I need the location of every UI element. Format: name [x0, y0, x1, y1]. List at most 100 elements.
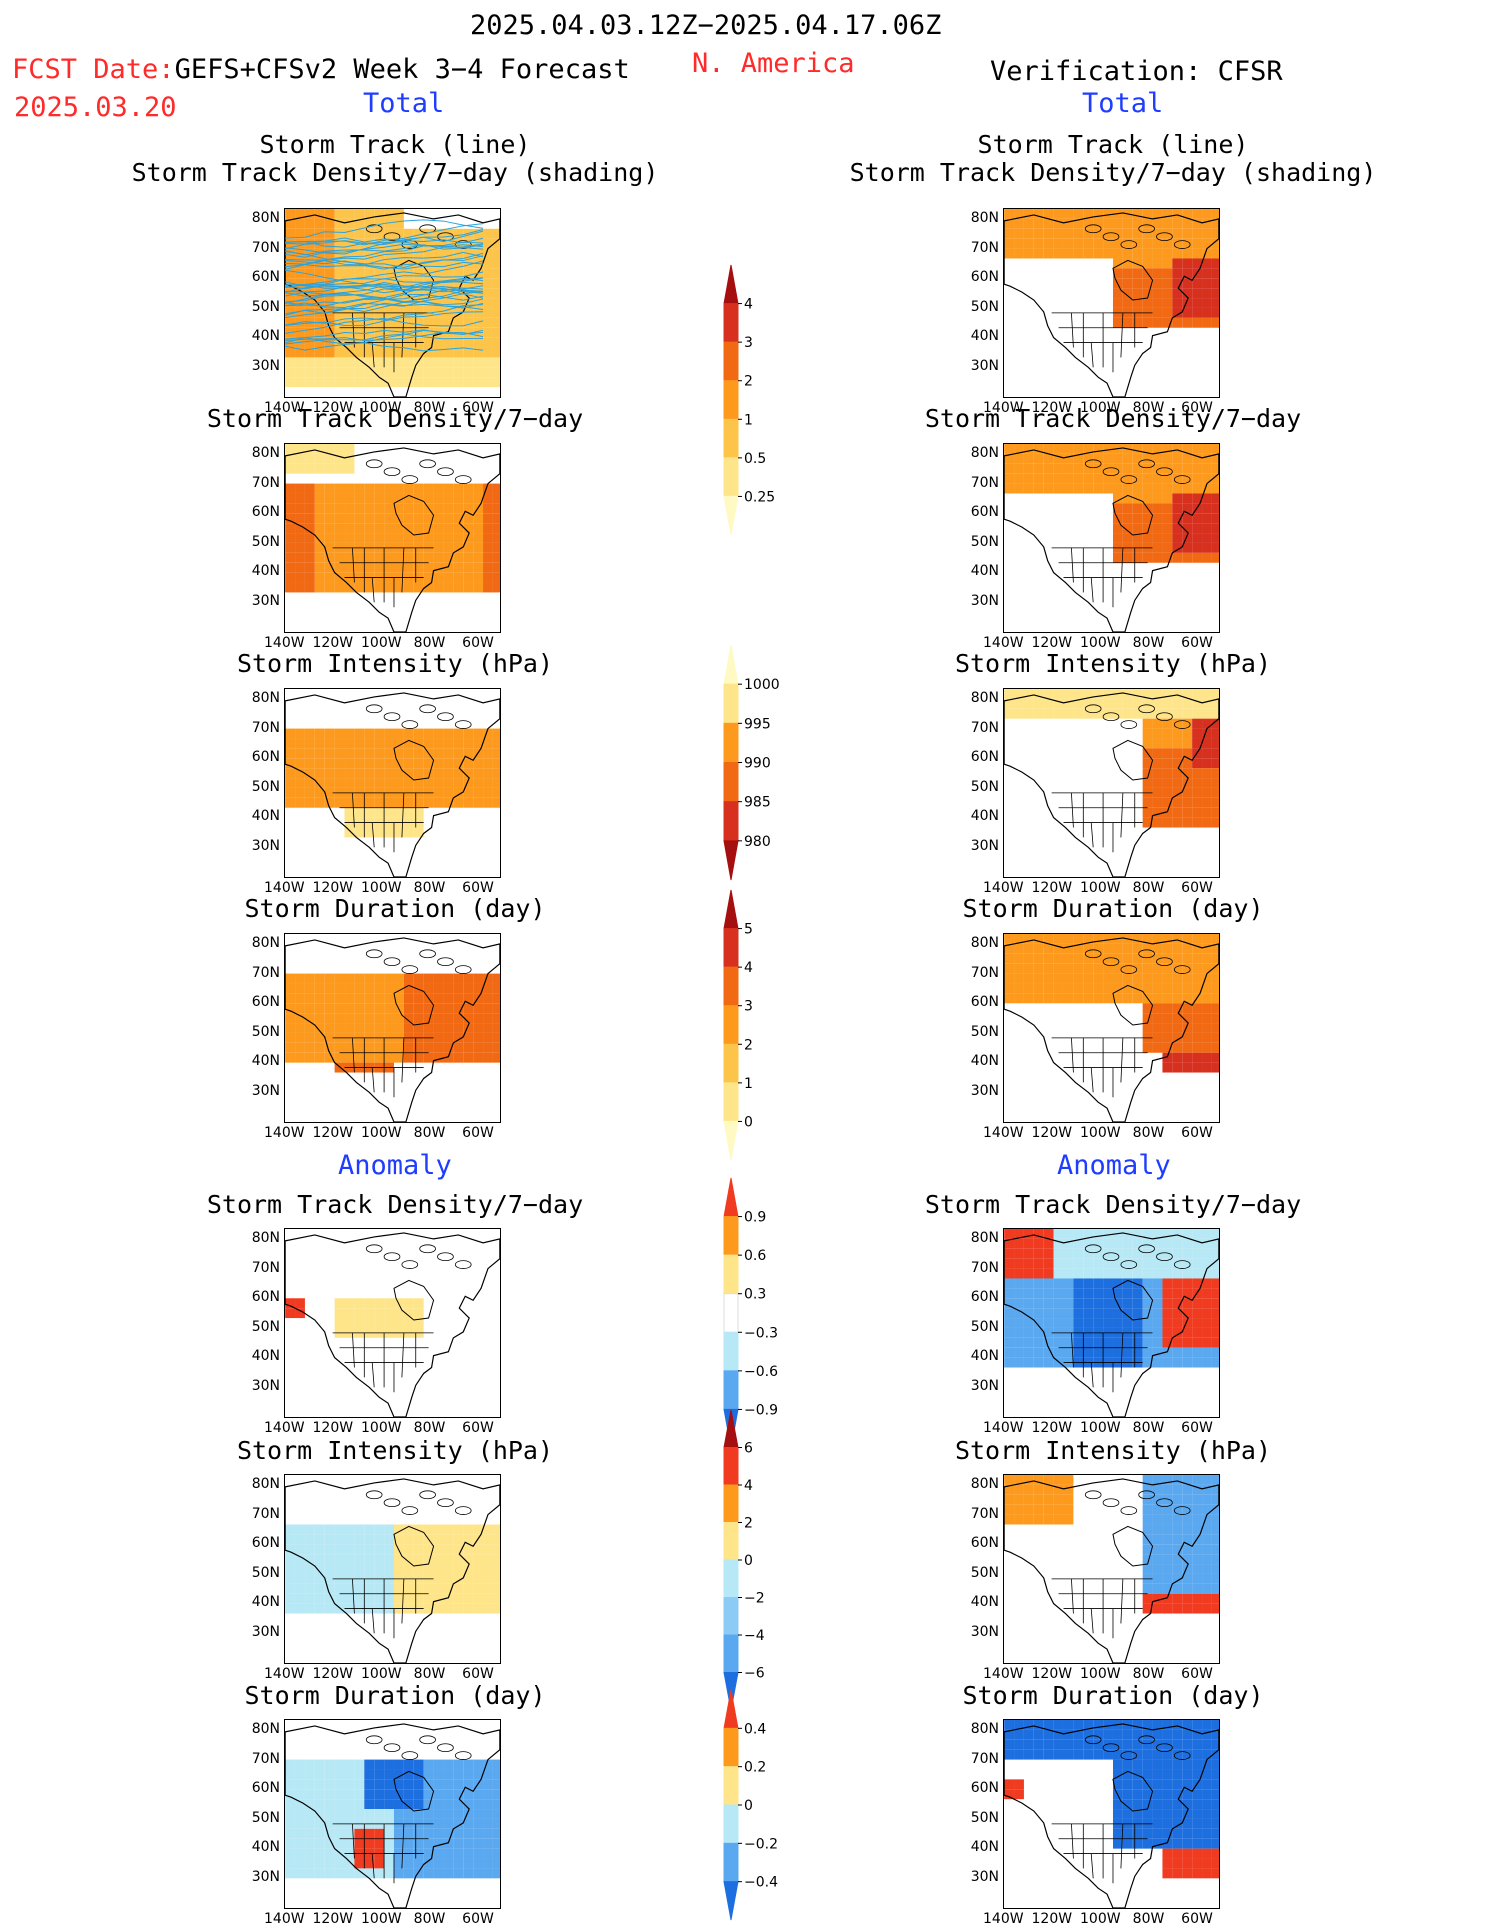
panel-title: Storm Track (line) — [259, 130, 531, 159]
lon-label: 120W — [1031, 880, 1073, 896]
panel-title: Storm Duration (day) — [244, 1681, 546, 1710]
lat-label: 80N — [970, 690, 999, 706]
colorbar-segment — [723, 889, 739, 930]
colorbar-segment — [723, 1216, 739, 1256]
colorbar-segment — [723, 457, 739, 497]
fcst-label: FCST Date: — [12, 54, 175, 85]
colorbar-segment — [723, 1254, 739, 1295]
fcst-model: GEFS+CFSv2 Week 3−4 Forecast — [174, 54, 630, 85]
lon-label: 80W — [413, 1420, 446, 1436]
colorbar-segment — [723, 1689, 739, 1729]
colorbar-segment — [723, 840, 739, 881]
lat-label: 50N — [251, 533, 280, 550]
lon-label: 60W — [462, 635, 494, 651]
lat-label: 40N — [970, 1053, 999, 1069]
lat-label: 60N — [251, 504, 280, 520]
colorbar-label: 1 — [744, 1076, 753, 1092]
lon-label: 100W — [361, 400, 402, 416]
colorbar-segment — [723, 1881, 739, 1921]
lat-label: 80N — [251, 1230, 280, 1246]
lon-label: 140W — [983, 1420, 1024, 1436]
lat-label: 60N — [251, 1289, 280, 1305]
lat-label: 60N — [251, 269, 280, 285]
lat-label: 30N — [970, 592, 999, 609]
lon-label: 140W — [264, 1666, 305, 1682]
lat-label: 80N — [251, 690, 280, 706]
colorbar-segment — [723, 683, 739, 724]
map-graphic — [1004, 1720, 1219, 1908]
colorbar-segment — [723, 1484, 739, 1523]
lat-label: 30N — [251, 837, 280, 854]
fcst-date: 2025.03.20 — [14, 92, 177, 123]
colorbar-label: −0.3 — [744, 1325, 778, 1341]
colorbar-label: −0.2 — [744, 1836, 778, 1852]
map-panel — [1003, 1474, 1220, 1664]
lat-label: 70N — [251, 1505, 280, 1522]
colorbar-label: 4 — [744, 297, 753, 313]
lon-label: 140W — [264, 1125, 305, 1141]
panel-title: Storm Track Density/7−day — [206, 1190, 584, 1219]
lon-label: 140W — [264, 1420, 305, 1436]
lat-label: 60N — [251, 1535, 280, 1551]
colorbar-label: 4 — [744, 1478, 753, 1494]
lon-label: 60W — [462, 1911, 494, 1927]
period-title: 2025.04.03.12Z−2025.04.17.06Z — [470, 10, 942, 41]
colorbar-segment — [723, 801, 739, 842]
panel-subtitle: Storm Track Density/7−day (shading) — [849, 158, 1377, 187]
lat-label: 60N — [970, 749, 999, 765]
lon-label: 80W — [1132, 1420, 1165, 1436]
colorbar-segment — [723, 1293, 739, 1333]
lat-label: 60N — [251, 994, 280, 1010]
lon-label: 80W — [413, 400, 446, 416]
map-panel — [284, 208, 501, 398]
lon-label: 120W — [1031, 635, 1073, 651]
lon-label: 80W — [1132, 1125, 1165, 1141]
colorbar-segment — [723, 1766, 739, 1806]
map-graphic — [1004, 1475, 1219, 1663]
colorbar-segment — [723, 495, 739, 536]
map-panel — [284, 1474, 501, 1664]
lat-label: 40N — [970, 563, 999, 579]
region-label: N. America — [692, 48, 855, 79]
lat-label: 50N — [251, 1809, 280, 1826]
panel-title: Storm Duration (day) — [962, 894, 1264, 923]
panel-title: Storm Track Density/7−day — [924, 1190, 1302, 1219]
colorbar-label: 0.9 — [744, 1210, 766, 1226]
colorbar-intensity-anom: 6 4 2 0 −2 −4 −6 — [723, 1409, 794, 1714]
colorbar-label: 0 — [744, 1798, 753, 1814]
colorbar-duration-total: 5 4 3 2 1 0 — [723, 889, 794, 1164]
lon-label: 60W — [1181, 1911, 1213, 1927]
lon-label: 80W — [1132, 1666, 1165, 1682]
colorbar-label: 3 — [744, 999, 753, 1015]
lon-label: 100W — [1080, 635, 1121, 651]
colorbar-label: 3 — [744, 335, 753, 351]
lat-label: 80N — [251, 445, 280, 461]
lon-label: 120W — [312, 1420, 354, 1436]
colorbar-segment — [723, 1043, 739, 1084]
colorbar-segment — [723, 341, 739, 382]
colorbar-label: 0.2 — [744, 1760, 766, 1776]
lon-label: 100W — [361, 1125, 402, 1141]
lat-label: 40N — [970, 808, 999, 824]
panel-title: Storm Track (line) — [977, 130, 1249, 159]
lon-label: 100W — [1080, 880, 1121, 896]
colorbar-segment — [723, 1120, 739, 1161]
colorbar-segment — [723, 1597, 739, 1636]
lat-label: 70N — [970, 1259, 999, 1276]
lat-label: 70N — [251, 1259, 280, 1276]
map-graphic — [285, 692, 500, 877]
lon-label: 140W — [983, 635, 1024, 651]
lat-label: 70N — [251, 1750, 280, 1767]
map-panel — [284, 688, 501, 878]
lon-label: 100W — [361, 635, 402, 651]
lat-label: 30N — [970, 1377, 999, 1394]
colorbar-label: 990 — [744, 756, 771, 772]
lat-label: 30N — [251, 592, 280, 609]
panel-title: Storm Duration (day) — [962, 1681, 1264, 1710]
lat-label: 50N — [970, 1564, 999, 1581]
lat-label: 30N — [970, 357, 999, 374]
fcst-header: FCST Date:GEFS+CFSv2 Week 3−4 Forecast — [12, 54, 630, 85]
lat-label: 80N — [251, 935, 280, 951]
lon-label: 140W — [983, 1125, 1024, 1141]
lat-label: 80N — [251, 1721, 280, 1737]
